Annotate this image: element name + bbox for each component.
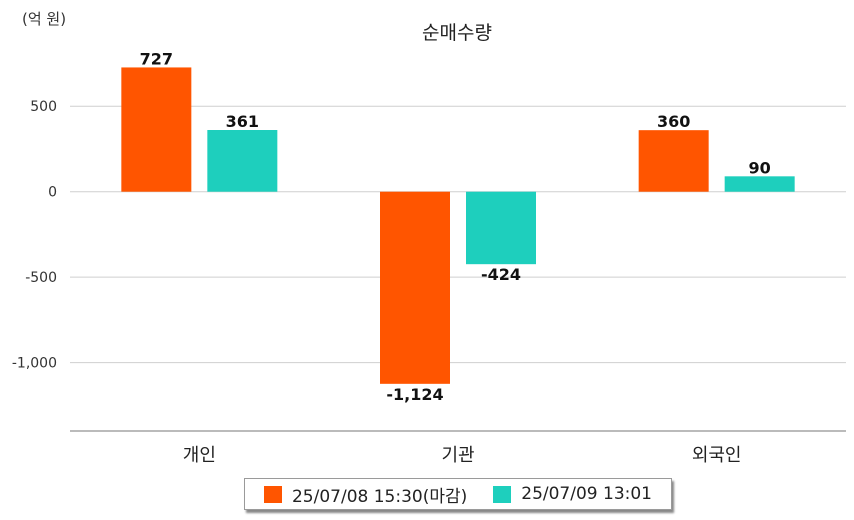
value-labels: 727 361 -1,124 -424 360 90 [140, 49, 771, 403]
legend-label: 25/07/08 15:30(마감) [291, 486, 468, 507]
value-label: 361 [226, 112, 259, 131]
bar[interactable] [380, 191, 450, 384]
bar[interactable] [207, 130, 278, 192]
bar[interactable] [724, 176, 795, 192]
value-label: -424 [481, 265, 521, 284]
legend-swatch [493, 485, 512, 503]
legend-item-series-2[interactable]: 25/07/09 13:01 [493, 484, 652, 504]
x-tick-label: 개인 [183, 445, 216, 466]
unit-label: (억 원) [22, 10, 67, 28]
chart-title: 순매수량 [422, 22, 492, 44]
bar[interactable] [121, 67, 192, 192]
y-tick-label: 500 [30, 99, 57, 115]
value-label: 90 [749, 158, 771, 177]
legend: 25/07/08 15:30(마감) 25/07/09 13:01 [244, 478, 672, 510]
bars [121, 67, 795, 384]
legend-item-series-1[interactable]: 25/07/08 15:30(마감) [263, 482, 468, 507]
x-tick-label: 외국인 [692, 445, 742, 466]
bar[interactable] [638, 130, 709, 192]
bar-chart: 500 0 -500 -1,000 727 361 -1,124 -424 360 90 개인 기… [12, 49, 846, 466]
y-tick-label: 0 [48, 185, 57, 201]
value-label: 727 [140, 49, 173, 68]
value-label: 360 [657, 112, 690, 131]
gridlines [70, 105, 846, 364]
bar[interactable] [466, 191, 536, 265]
y-axis-ticks: 500 0 -500 -1,000 [12, 99, 57, 371]
y-tick-label: -500 [25, 270, 57, 286]
legend-label: 25/07/09 13:01 [521, 484, 652, 504]
y-tick-label: -1,000 [12, 356, 57, 372]
x-tick-label: 기관 [441, 445, 474, 466]
x-axis-ticks: 개인 기관 외국인 [183, 445, 742, 466]
legend-swatch [263, 485, 282, 503]
value-label: -1,124 [386, 385, 443, 404]
